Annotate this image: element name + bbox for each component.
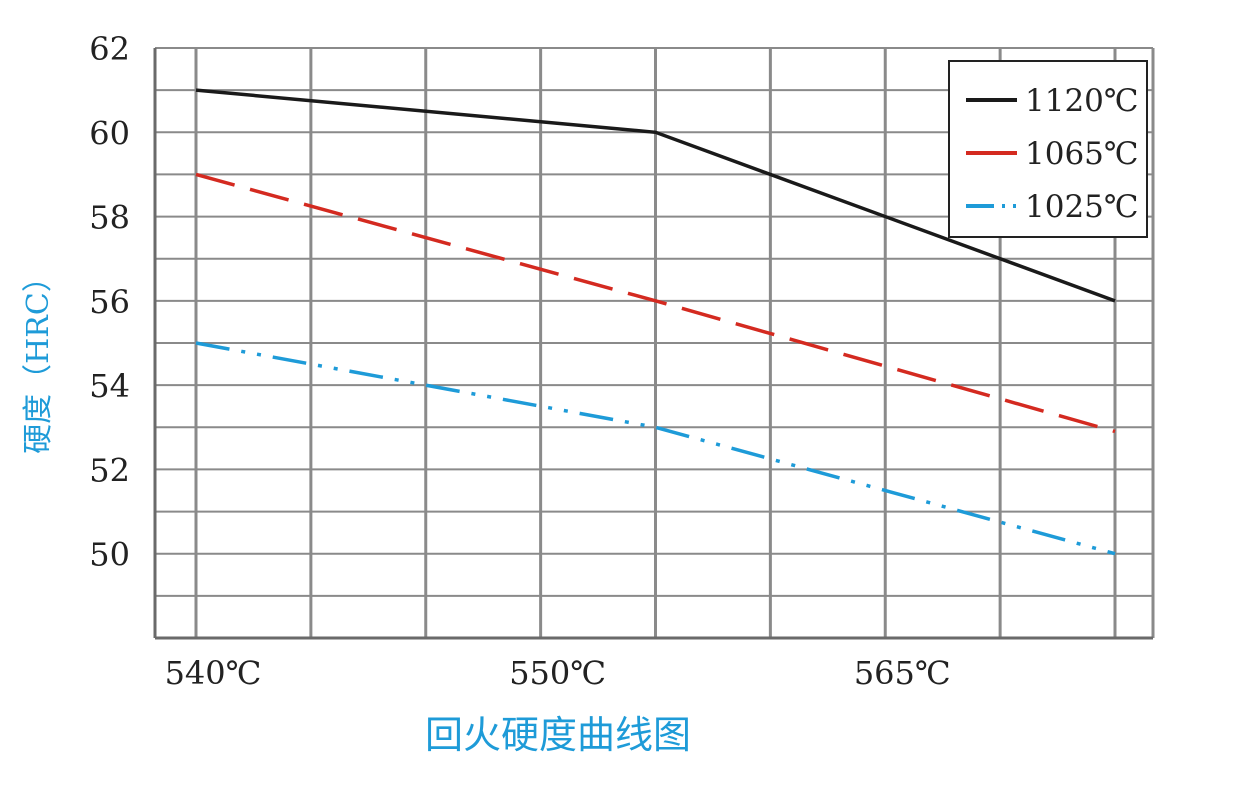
legend-label: 1025℃ <box>1025 189 1139 225</box>
chart-title: 回火硬度曲线图 <box>425 713 691 757</box>
y-tick-label: 62 <box>89 30 130 68</box>
y-tick-label: 50 <box>89 536 130 574</box>
y-tick-labels: 50 52 54 56 58 60 62 <box>89 30 130 574</box>
legend-label: 1120℃ <box>1025 83 1139 119</box>
x-tick-label: 540℃ <box>165 654 262 692</box>
x-tick-label: 565℃ <box>854 654 951 692</box>
series-line <box>195 88 1116 303</box>
axes <box>153 48 1153 640</box>
series-line <box>195 172 1116 434</box>
x-tick-label: 550℃ <box>509 654 606 692</box>
legend: 1120℃ 1065℃ 1025℃ <box>948 60 1148 238</box>
y-axis-label: 硬度（HRC） <box>21 262 56 454</box>
y-tick-label: 58 <box>89 199 130 237</box>
series-line <box>195 341 1116 556</box>
y-tick-label: 54 <box>89 367 130 405</box>
legend-label: 1065℃ <box>1025 136 1139 172</box>
y-tick-label: 52 <box>89 451 130 489</box>
y-tick-label: 56 <box>89 283 130 321</box>
series-lines <box>195 88 1116 556</box>
x-tick-labels: 540℃ 550℃ 565℃ <box>165 654 951 692</box>
y-tick-label: 60 <box>89 114 130 152</box>
